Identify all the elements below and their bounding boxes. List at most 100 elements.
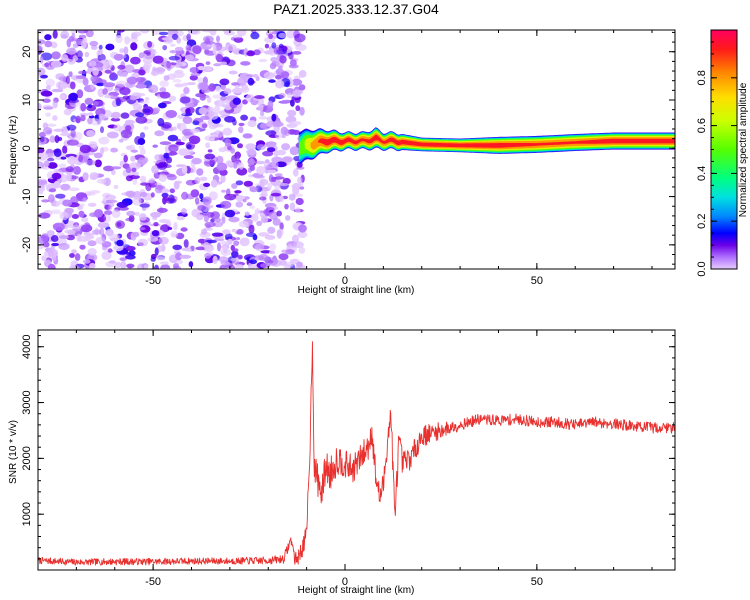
noise-speckle: [38, 235, 49, 245]
snr-x-axis-label: Height of straight line (km): [298, 585, 415, 596]
noise-speckle: [78, 154, 84, 163]
noise-speckle: [137, 263, 145, 269]
noise-speckle: [208, 112, 219, 120]
noise-speckle: [168, 194, 175, 204]
noise-speckle: [208, 83, 216, 92]
noise-speckle: [250, 31, 260, 40]
noise-speckle: [38, 152, 44, 160]
noise-speckle: [155, 256, 166, 261]
noise-speckle: [254, 208, 261, 215]
noise-speckle: [151, 230, 160, 237]
noise-speckle: [135, 77, 146, 83]
noise-speckle: [268, 33, 274, 40]
noise-speckle: [158, 102, 167, 109]
noise-speckle: [159, 141, 172, 146]
noise-speckle: [153, 222, 159, 227]
noise-speckle: [147, 41, 153, 48]
noise-speckle: [75, 75, 87, 80]
noise-speckle: [41, 255, 47, 262]
noise-speckle: [66, 47, 77, 55]
colorbar-tick-label: 0.6: [696, 118, 708, 133]
noise-speckle: [111, 111, 121, 119]
noise-speckle: [263, 71, 275, 80]
noise-speckle: [126, 263, 135, 269]
noise-speckle: [299, 106, 305, 116]
noise-speckle: [238, 122, 245, 127]
noise-speckle: [102, 88, 108, 95]
noise-speckle: [104, 210, 113, 216]
noise-speckle: [131, 33, 138, 40]
noise-speckle: [139, 132, 146, 139]
noise-speckle: [252, 234, 258, 241]
noise-speckle: [129, 162, 142, 170]
noise-speckle: [238, 162, 244, 170]
noise-speckle: [234, 151, 241, 159]
noise-speckle: [222, 127, 233, 136]
noise-speckle: [289, 202, 296, 211]
noise-speckle: [87, 117, 93, 125]
noise-speckle: [211, 232, 224, 237]
noise-speckle: [103, 82, 116, 88]
noise-speckle: [130, 149, 138, 153]
noise-speckle: [199, 193, 204, 200]
noise-speckle: [113, 184, 119, 189]
noise-speckle: [205, 224, 212, 229]
noise-speckle: [43, 183, 52, 188]
noise-speckle: [258, 116, 268, 120]
noise-speckle: [212, 45, 217, 55]
noise-speckle: [67, 220, 75, 228]
noise-speckle: [210, 211, 220, 220]
noise-speckle: [115, 35, 123, 44]
noise-speckle: [231, 250, 239, 258]
noise-speckle: [202, 30, 214, 33]
noise-speckle: [235, 156, 240, 164]
x-tick-label: 0: [342, 275, 348, 287]
noise-speckle: [80, 114, 86, 122]
noise-speckle: [292, 129, 300, 136]
noise-speckle: [264, 43, 270, 49]
noise-speckle: [143, 264, 149, 269]
noise-speckle: [79, 144, 92, 154]
noise-speckle: [224, 43, 237, 52]
noise-speckle: [158, 173, 167, 182]
noise-speckle: [131, 72, 140, 79]
noise-speckle: [53, 149, 60, 154]
noise-speckle: [160, 264, 171, 269]
noise-speckle: [138, 69, 146, 76]
noise-speckle: [188, 261, 194, 268]
noise-speckle: [115, 220, 125, 229]
x-tick-label: -50: [145, 275, 161, 287]
noise-speckle: [65, 75, 70, 84]
noise-speckle: [254, 243, 264, 252]
noise-speckle: [212, 255, 218, 265]
y-tick-label: -10: [21, 189, 33, 205]
noise-speckle: [295, 197, 304, 206]
noise-speckle: [48, 188, 57, 193]
noise-speckle: [272, 121, 284, 128]
noise-speckle: [43, 250, 55, 257]
noise-speckle: [162, 45, 168, 51]
noise-speckle: [249, 165, 255, 171]
noise-speckle: [271, 176, 277, 182]
noise-speckle: [194, 197, 200, 205]
noise-speckle: [73, 166, 81, 175]
noise-speckle: [234, 190, 242, 194]
noise-speckle: [179, 254, 192, 259]
noise-speckle: [80, 224, 93, 233]
noise-speckle: [248, 224, 255, 234]
noise-speckle: [42, 98, 51, 103]
noise-speckle: [94, 159, 102, 168]
noise-speckle: [154, 130, 165, 137]
noise-speckle: [224, 116, 236, 123]
noise-speckle: [120, 260, 127, 269]
noise-speckle: [52, 222, 65, 231]
noise-speckle: [140, 148, 146, 156]
noise-speckle: [74, 253, 81, 261]
noise-speckle: [210, 218, 215, 223]
noise-speckle: [196, 77, 204, 83]
noise-speckle: [231, 183, 238, 189]
noise-speckle: [60, 132, 71, 137]
noise-speckle: [103, 177, 111, 187]
noise-speckle: [172, 265, 181, 269]
noise-speckle: [69, 253, 75, 258]
